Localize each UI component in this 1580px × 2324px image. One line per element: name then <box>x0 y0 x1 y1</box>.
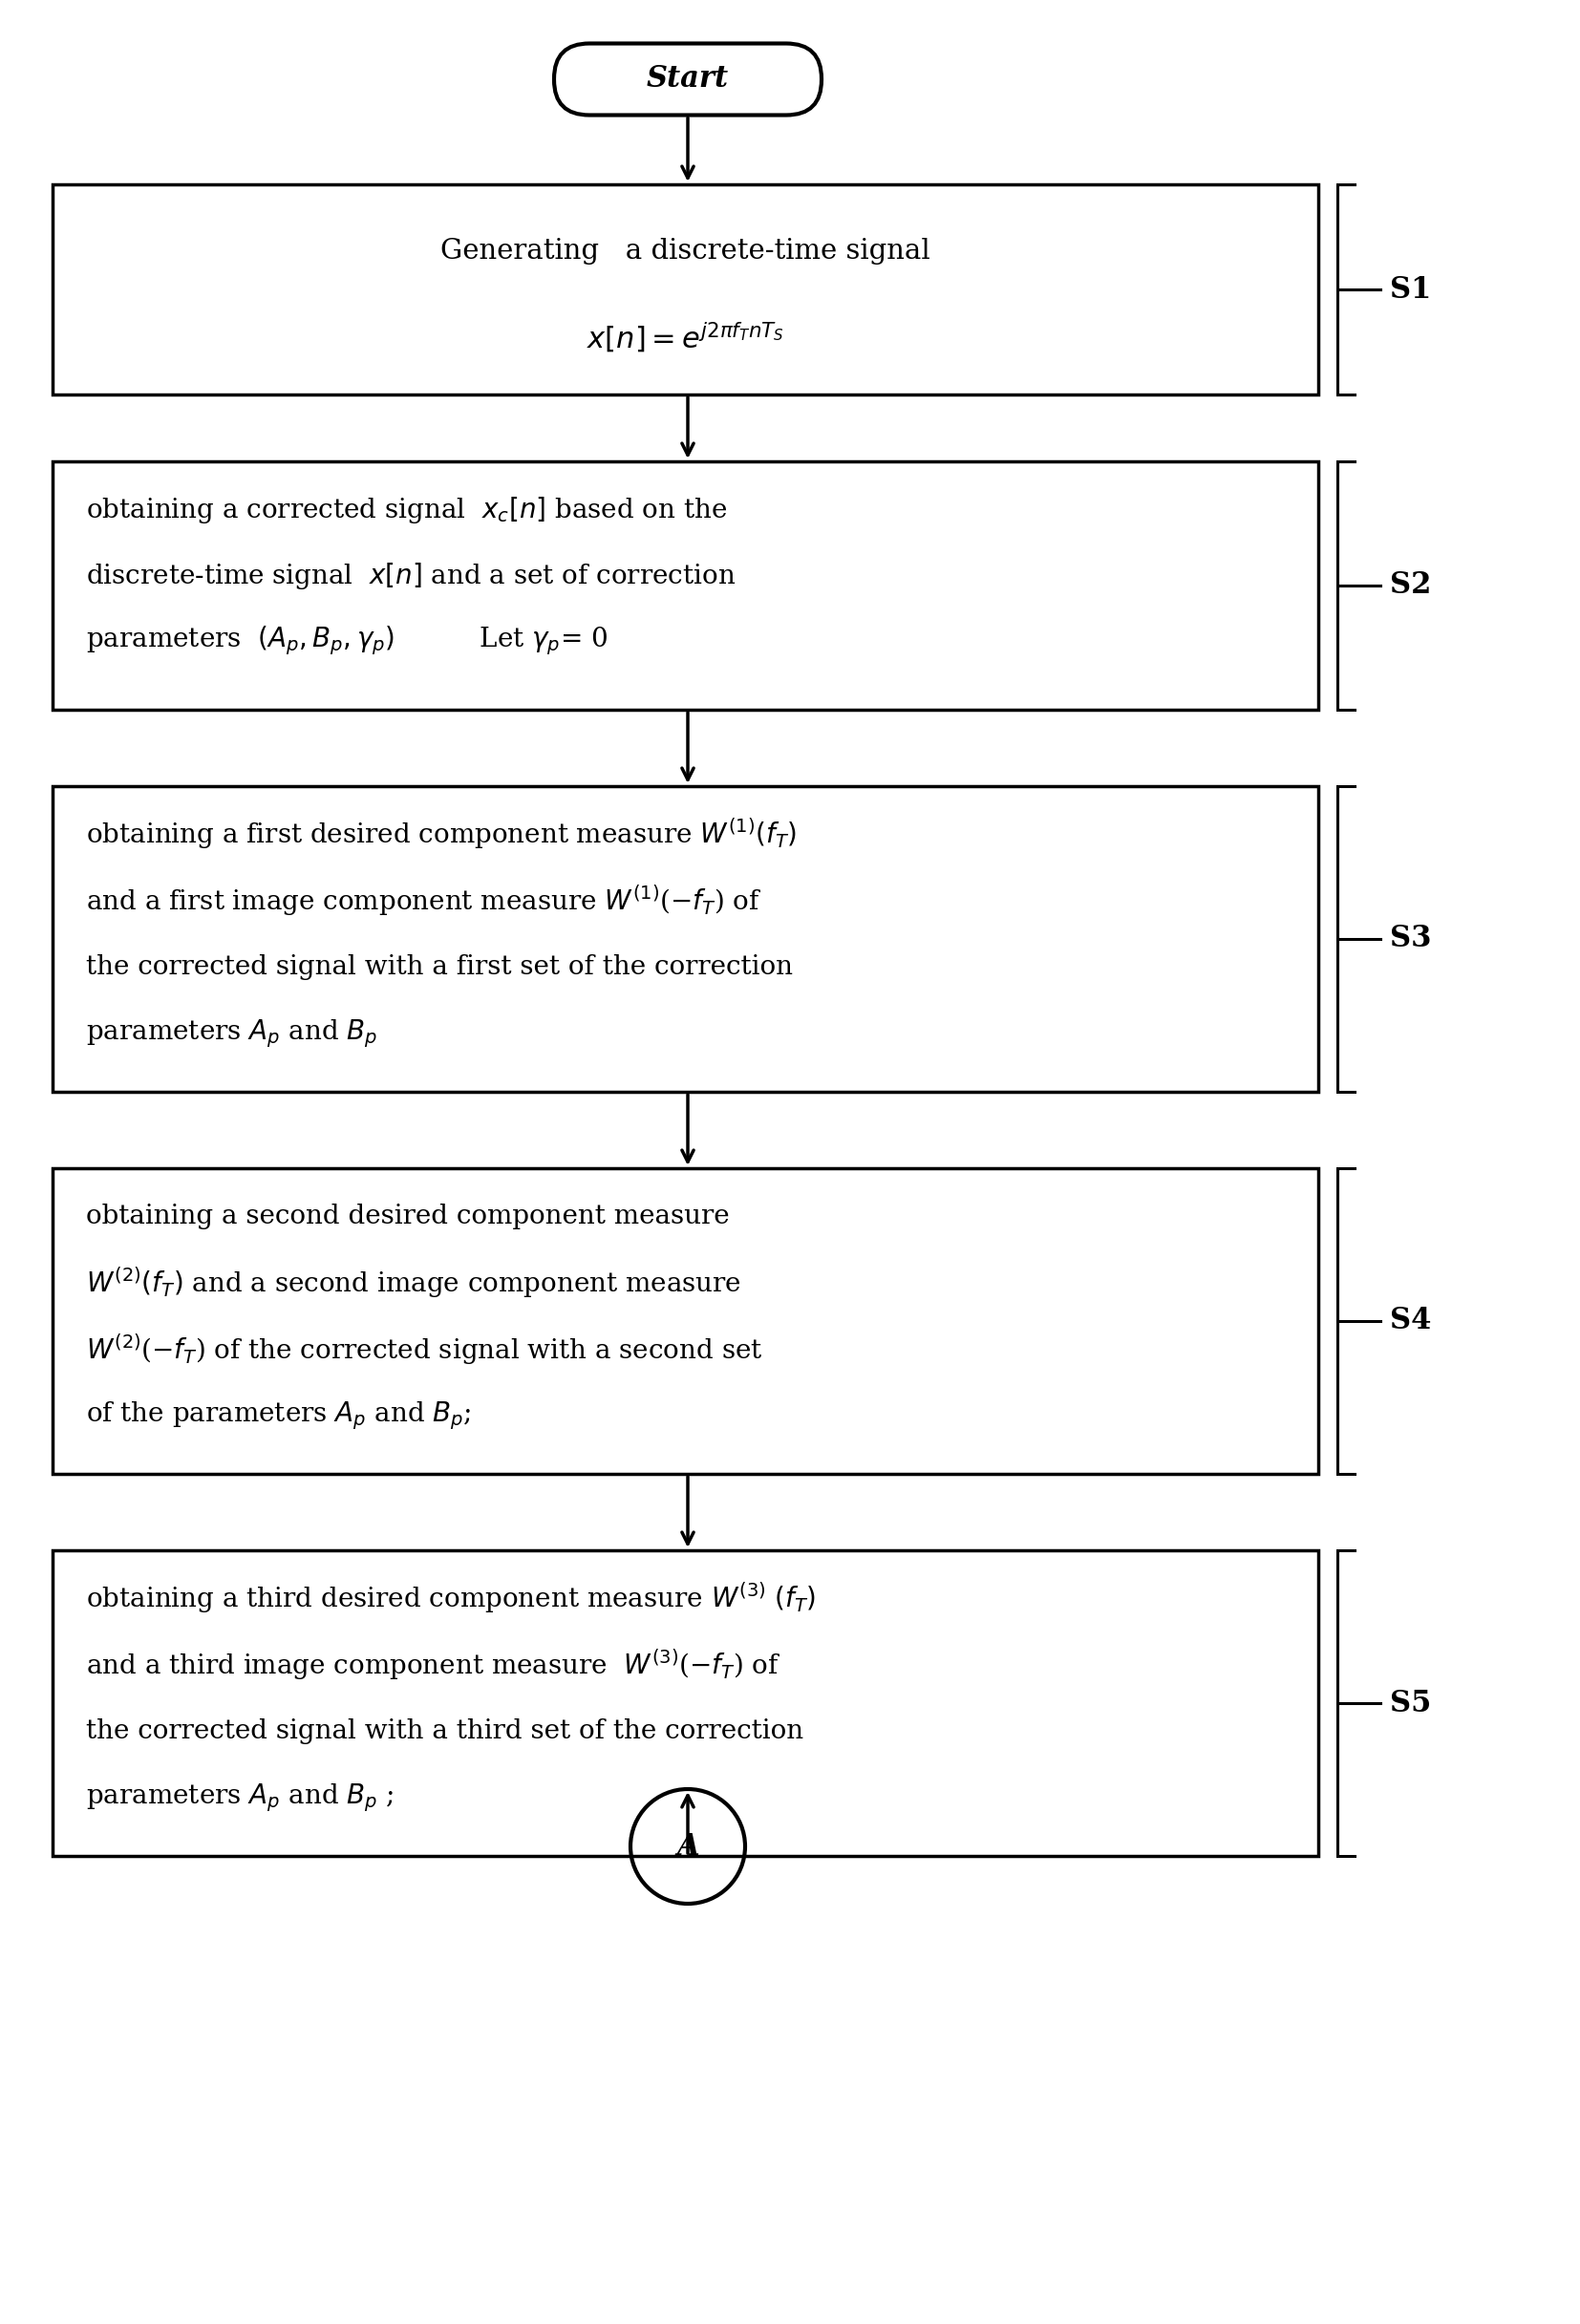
Bar <box>52 1550 1318 1857</box>
Text: $W^{(2)}$($-f_T$) of the corrected signal with a second set: $W^{(2)}$($-f_T$) of the corrected signa… <box>85 1332 763 1367</box>
Bar <box>52 1169 1318 1473</box>
Text: S1: S1 <box>1390 274 1431 304</box>
Text: Start: Start <box>646 65 728 93</box>
FancyBboxPatch shape <box>555 44 822 116</box>
Text: A: A <box>676 1831 698 1862</box>
Text: parameters $A_p$ and $B_p$ ;: parameters $A_p$ and $B_p$ ; <box>85 1783 393 1813</box>
Text: S3: S3 <box>1390 925 1431 953</box>
Text: and a third image component measure  $W^{(3)}$($-f_T$) of: and a third image component measure $W^{… <box>85 1648 781 1683</box>
Text: Generating   a discrete-time signal: Generating a discrete-time signal <box>441 239 931 265</box>
Text: S4: S4 <box>1390 1306 1431 1336</box>
Text: obtaining a second desired component measure: obtaining a second desired component mea… <box>85 1204 730 1229</box>
Text: the corrected signal with a third set of the correction: the corrected signal with a third set of… <box>85 1717 804 1743</box>
Text: the corrected signal with a first set of the correction: the corrected signal with a first set of… <box>85 953 793 981</box>
Text: S2: S2 <box>1390 572 1431 600</box>
Text: discrete-time signal  $x[n]$ and a set of correction: discrete-time signal $x[n]$ and a set of… <box>85 560 736 590</box>
Bar <box>52 462 1318 709</box>
Text: obtaining a third desired component measure $W^{(3)}$ $(f_T)$: obtaining a third desired component meas… <box>85 1580 815 1615</box>
Text: parameters $A_p$ and $B_p$: parameters $A_p$ and $B_p$ <box>85 1018 378 1050</box>
Text: obtaining a first desired component measure $W^{(1)}(f_T)$: obtaining a first desired component meas… <box>85 816 796 851</box>
Text: of the parameters $A_p$ and $B_p$;: of the parameters $A_p$ and $B_p$; <box>85 1399 471 1432</box>
Bar <box>52 184 1318 395</box>
Text: and a first image component measure $W^{(1)}$($-$$f_T$) of: and a first image component measure $W^{… <box>85 883 762 918</box>
Text: $x[n] = e^{j2\pi f_T n T_S}$: $x[n] = e^{j2\pi f_T n T_S}$ <box>586 321 784 356</box>
Text: S5: S5 <box>1390 1687 1431 1717</box>
Bar <box>52 786 1318 1092</box>
Text: $W^{(2)}(f_T)$ and a second image component measure: $W^{(2)}(f_T)$ and a second image compon… <box>85 1264 741 1299</box>
Text: parameters  $(A_p, B_p, \gamma_p)$          Let $\gamma_p$= 0: parameters $(A_p, B_p, \gamma_p)$ Let $\… <box>85 625 608 658</box>
Text: obtaining a corrected signal  $x_c[n]$ based on the: obtaining a corrected signal $x_c[n]$ ba… <box>85 495 727 525</box>
